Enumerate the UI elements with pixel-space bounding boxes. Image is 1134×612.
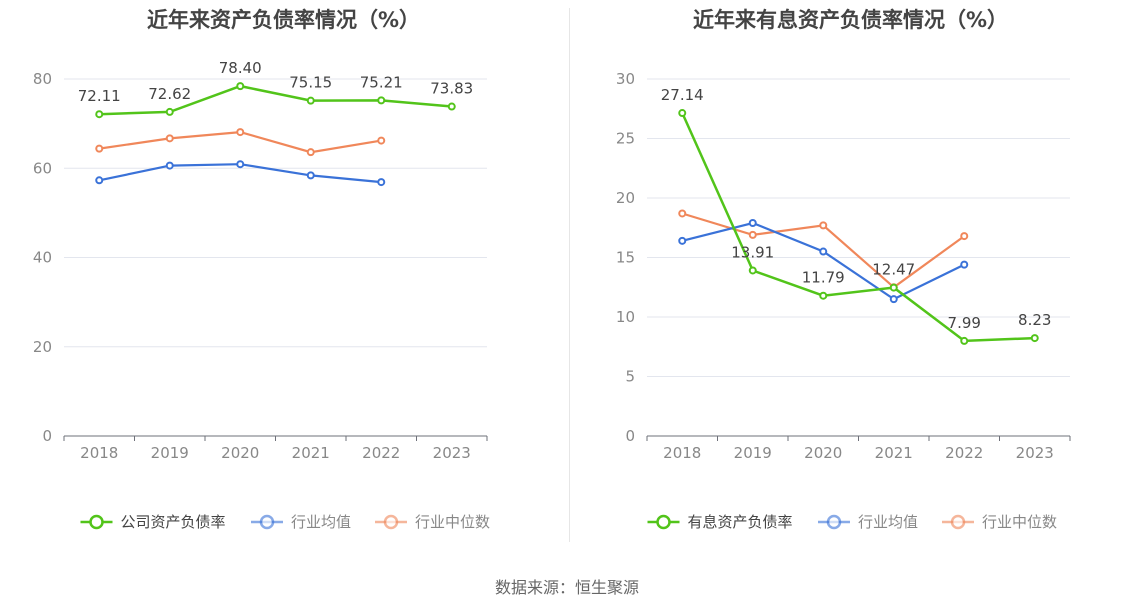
data-point bbox=[819, 291, 828, 300]
series-line bbox=[681, 112, 1035, 343]
chart-panel-debt-ratio: 近年来资产负债率情况（%） 0 20 40 60 80 2018 2019 2020 2021 2… bbox=[0, 0, 567, 560]
data-label: 72.62 bbox=[148, 85, 191, 103]
data-point bbox=[960, 232, 969, 241]
legend-swatch-marker bbox=[826, 514, 842, 530]
data-label: 27.14 bbox=[661, 86, 704, 104]
data-point bbox=[306, 171, 315, 180]
data-point bbox=[960, 260, 969, 269]
data-point bbox=[819, 247, 828, 256]
y-tick-label: 10 bbox=[616, 308, 635, 326]
data-point bbox=[95, 144, 104, 153]
x-tick-label: 2021 bbox=[292, 444, 330, 462]
data-label: 13.91 bbox=[731, 243, 774, 261]
data-label: 78.40 bbox=[219, 59, 262, 77]
y-tick-label: 60 bbox=[33, 159, 52, 177]
data-point bbox=[236, 160, 245, 169]
legend-item[interactable]: 有息资产负债率 bbox=[647, 513, 793, 531]
data-source-note: 数据来源：恒生聚源 bbox=[494, 578, 639, 597]
data-point bbox=[165, 134, 174, 143]
x-tick-label: 2018 bbox=[80, 444, 118, 462]
data-point bbox=[236, 128, 245, 137]
data-point bbox=[165, 107, 174, 116]
data-point bbox=[678, 236, 687, 245]
legend-label: 行业均值 bbox=[858, 513, 918, 531]
data-label: 8.23 bbox=[1018, 311, 1051, 329]
data-label: 7.99 bbox=[948, 314, 981, 332]
legend-item[interactable]: 行业中位数 bbox=[942, 513, 1057, 531]
legend-label: 行业中位数 bbox=[415, 513, 490, 531]
x-tick-label: 2022 bbox=[945, 444, 983, 462]
data-point bbox=[306, 96, 315, 105]
debt-ratio-chart: 0 20 40 60 80 2018 2019 2020 2021 2022 2023 72.11 72… bbox=[33, 59, 490, 531]
data-point bbox=[748, 218, 757, 227]
legend-label: 行业中位数 bbox=[982, 513, 1057, 531]
legend-item[interactable]: 行业均值 bbox=[818, 513, 918, 531]
legend-item[interactable]: 行业中位数 bbox=[375, 513, 490, 531]
data-point bbox=[447, 102, 456, 111]
x-tick-label: 2021 bbox=[875, 444, 913, 462]
legend-item[interactable]: 行业均值 bbox=[251, 513, 351, 531]
legend-swatch-marker bbox=[950, 514, 966, 530]
data-point bbox=[748, 266, 757, 275]
x-tick-label: 2020 bbox=[221, 444, 259, 462]
series-line bbox=[682, 221, 965, 301]
data-point bbox=[678, 209, 687, 218]
y-tick-label: 20 bbox=[33, 338, 52, 356]
data-point bbox=[377, 96, 386, 105]
y-tick-label: 0 bbox=[42, 427, 52, 445]
legend-label: 有息资产负债率 bbox=[688, 513, 793, 531]
data-point bbox=[960, 336, 969, 345]
legend-swatch-marker bbox=[259, 514, 275, 530]
interest-bearing-debt-ratio-chart: 0 5 10 15 20 25 30 2018 2019 2020 2021 2022 2023 27.1… bbox=[616, 70, 1071, 531]
y-tick-label: 25 bbox=[616, 130, 635, 148]
data-label: 73.83 bbox=[430, 80, 473, 98]
x-tick-label: 2023 bbox=[1016, 444, 1054, 462]
legend-swatch-marker bbox=[383, 514, 399, 530]
y-tick-label: 20 bbox=[616, 189, 635, 207]
data-point bbox=[377, 178, 386, 187]
y-tick-label: 40 bbox=[33, 249, 52, 267]
data-point bbox=[819, 221, 828, 230]
legend-label: 公司资产负债率 bbox=[121, 513, 226, 531]
data-point bbox=[377, 136, 386, 145]
y-tick-label: 5 bbox=[625, 368, 635, 386]
data-label: 12.47 bbox=[872, 261, 915, 279]
data-label: 72.11 bbox=[78, 87, 121, 105]
x-tick-label: 2018 bbox=[663, 444, 701, 462]
data-point bbox=[889, 283, 898, 292]
y-tick-label: 30 bbox=[616, 70, 635, 88]
y-tick-label: 80 bbox=[33, 70, 52, 88]
data-label: 75.15 bbox=[289, 74, 332, 92]
data-point bbox=[95, 110, 104, 119]
panel-divider bbox=[569, 8, 570, 542]
legend-label: 行业均值 bbox=[291, 513, 351, 531]
chart-title: 近年来资产负债率情况（%） bbox=[146, 8, 421, 32]
legend-swatch-marker bbox=[656, 514, 671, 530]
legend-item[interactable]: 公司资产负债率 bbox=[80, 513, 226, 531]
x-tick-label: 2019 bbox=[734, 444, 772, 462]
series-line bbox=[99, 84, 452, 116]
y-tick-label: 15 bbox=[616, 249, 635, 267]
data-point bbox=[1030, 334, 1039, 343]
data-point bbox=[236, 82, 245, 91]
data-point bbox=[95, 176, 104, 185]
data-point bbox=[748, 230, 757, 239]
data-point bbox=[165, 161, 174, 170]
data-point bbox=[678, 109, 687, 118]
data-label: 11.79 bbox=[802, 269, 845, 287]
y-tick-label: 0 bbox=[625, 427, 635, 445]
data-point bbox=[306, 148, 315, 157]
x-tick-label: 2020 bbox=[804, 444, 842, 462]
chart-panel-interest-bearing-debt-ratio: 近年来有息资产负债率情况（%） 0 5 10 15 20 25 30 2018 2019 2020… bbox=[567, 0, 1134, 560]
x-tick-label: 2022 bbox=[362, 444, 400, 462]
chart-title: 近年来有息资产负债率情况（%） bbox=[692, 8, 1009, 32]
x-tick-label: 2019 bbox=[151, 444, 189, 462]
legend-swatch-marker bbox=[89, 514, 104, 530]
x-tick-label: 2023 bbox=[433, 444, 471, 462]
data-point bbox=[889, 295, 898, 304]
data-label: 75.21 bbox=[360, 73, 403, 91]
